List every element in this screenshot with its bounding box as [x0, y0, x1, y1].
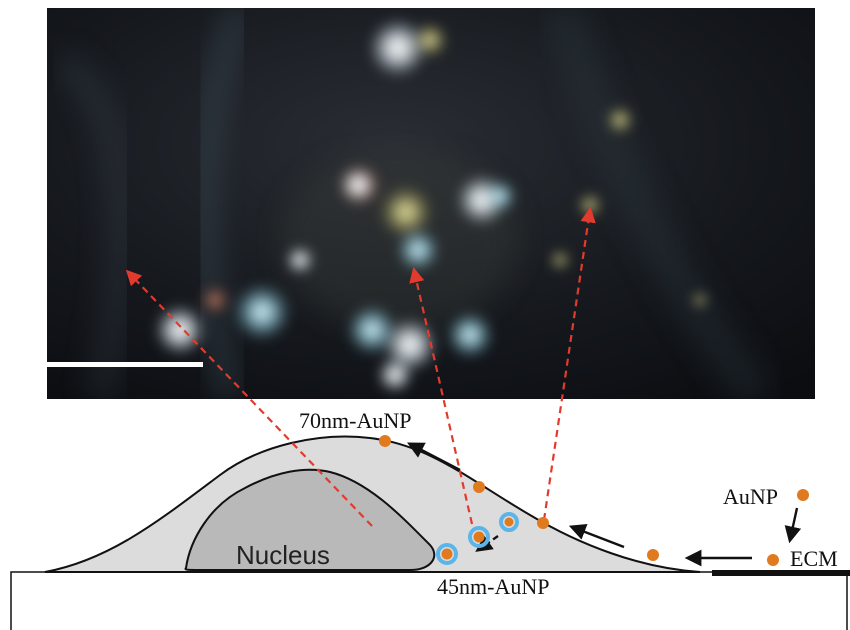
gold-nanoparticles [379, 435, 809, 566]
label-aunp: AuNP [723, 484, 778, 509]
particle-ecm [767, 554, 779, 566]
scale-bar [47, 362, 203, 367]
guide-line-membrane [542, 206, 596, 521]
particle-membrane-2 [537, 517, 549, 529]
darkfield-micrograph [47, 8, 815, 399]
vesicles [436, 512, 519, 565]
particle-membrane-3 [647, 549, 659, 561]
arrow-membrane-lower [568, 523, 625, 549]
vesicle-2 [468, 526, 490, 548]
arrow-free-particle [784, 507, 802, 544]
label-70nm-aunp: 70nm-AuNP [299, 408, 411, 433]
vesicle-1 [436, 543, 458, 565]
particle-top [379, 435, 391, 447]
arrow-membrane-upper [407, 442, 461, 472]
label-45nm-aunp: 45nm-AuNP [437, 574, 549, 599]
guide-line-vesicle [409, 266, 474, 525]
guide-lines [125, 206, 596, 527]
nucleus-label: Nucleus [236, 540, 330, 570]
nucleus [184, 468, 436, 571]
vesicle-3 [499, 512, 519, 532]
particle-membrane-1 [473, 481, 485, 493]
particle-free [797, 489, 809, 501]
guide-line-nucleus [125, 269, 373, 527]
label-ecm: ECM [790, 546, 838, 571]
substrate [10, 571, 848, 630]
